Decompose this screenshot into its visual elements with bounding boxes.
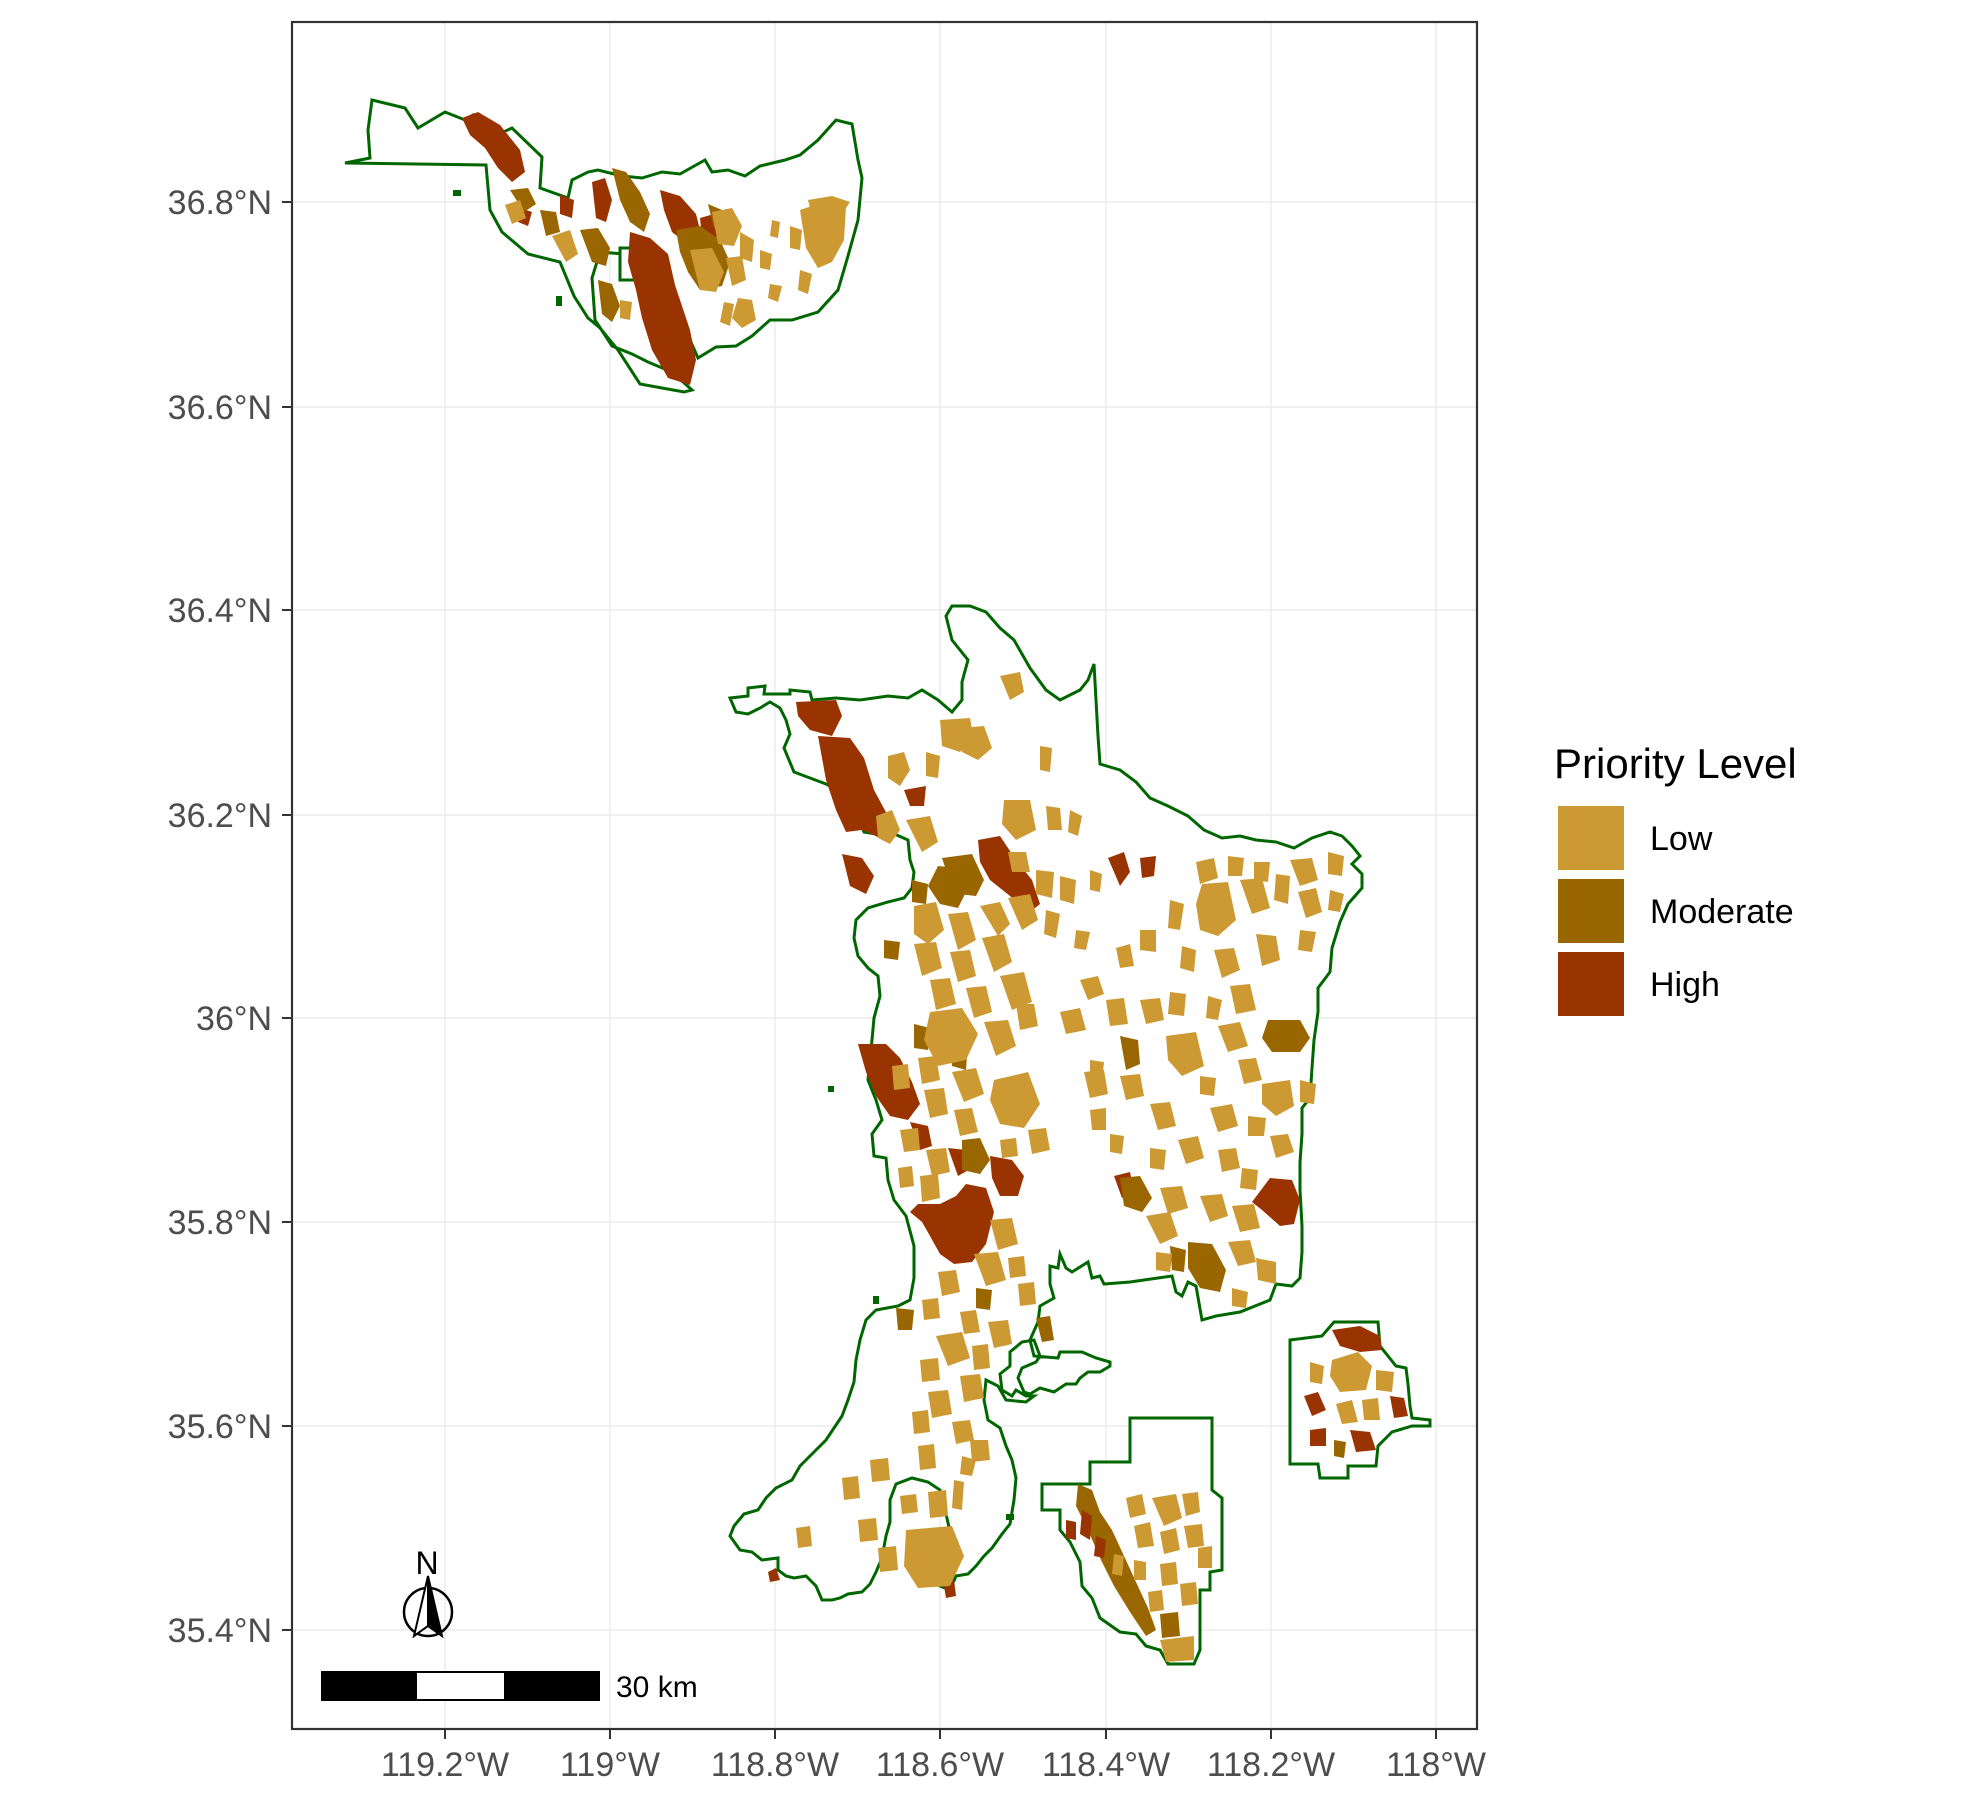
- scale-bar: 30 km: [321, 1671, 698, 1704]
- y-axis-labels: 36.8°N 36.6°N 36.4°N 36.2°N 36°N 35.8°N …: [168, 184, 272, 1650]
- priority-patches-south: [1066, 1484, 1212, 1662]
- x-axis-labels: 119.2°W 119°W 118.8°W 118.6°W 118.4°W 11…: [381, 1746, 1486, 1784]
- lat-tick-label: 36.2°N: [168, 797, 272, 835]
- priority-patches-east: [1304, 1326, 1408, 1458]
- legend-swatch-moderate: [1558, 879, 1624, 943]
- legend-label-low: Low: [1650, 820, 1713, 858]
- boundary-south-unit: [1040, 1416, 1224, 1666]
- legend-label-moderate: Moderate: [1650, 893, 1794, 931]
- legend: Priority Level Low Moderate High: [1554, 740, 1797, 1016]
- lat-tick-label: 36.4°N: [168, 592, 272, 630]
- scale-bar-label: 30 km: [616, 1671, 698, 1704]
- lon-tick-label: 118.8°W: [711, 1746, 839, 1784]
- priority-patches-main: [768, 672, 1344, 1598]
- lat-tick-label: 36°N: [196, 1000, 272, 1038]
- lon-tick-label: 119.2°W: [381, 1746, 509, 1784]
- lat-tick-label: 36.8°N: [168, 184, 272, 222]
- lon-tick-label: 119°W: [560, 1746, 660, 1784]
- legend-label-high: High: [1650, 966, 1720, 1004]
- legend-title: Priority Level: [1554, 740, 1797, 787]
- lon-tick-label: 118.4°W: [1042, 1746, 1170, 1784]
- boundary-main-unit: [727, 604, 1364, 1602]
- lon-tick-label: 118.2°W: [1207, 1746, 1335, 1784]
- priority-patches-north: [462, 112, 850, 385]
- lat-tick-label: 35.4°N: [168, 1612, 272, 1650]
- axis-ticks: [282, 201, 1437, 1739]
- north-arrow-label: N: [415, 1545, 438, 1581]
- legend-swatch-high: [1558, 952, 1624, 1016]
- lat-tick-label: 35.6°N: [168, 1408, 272, 1446]
- lat-tick-label: 35.8°N: [168, 1204, 272, 1242]
- north-arrow: N: [402, 1545, 454, 1639]
- legend-swatch-low: [1558, 806, 1624, 870]
- lon-tick-label: 118.6°W: [876, 1746, 1004, 1784]
- panel-border: [290, 20, 1479, 1731]
- lat-tick-label: 36.6°N: [168, 389, 272, 427]
- lon-tick-label: 118°W: [1386, 1746, 1486, 1784]
